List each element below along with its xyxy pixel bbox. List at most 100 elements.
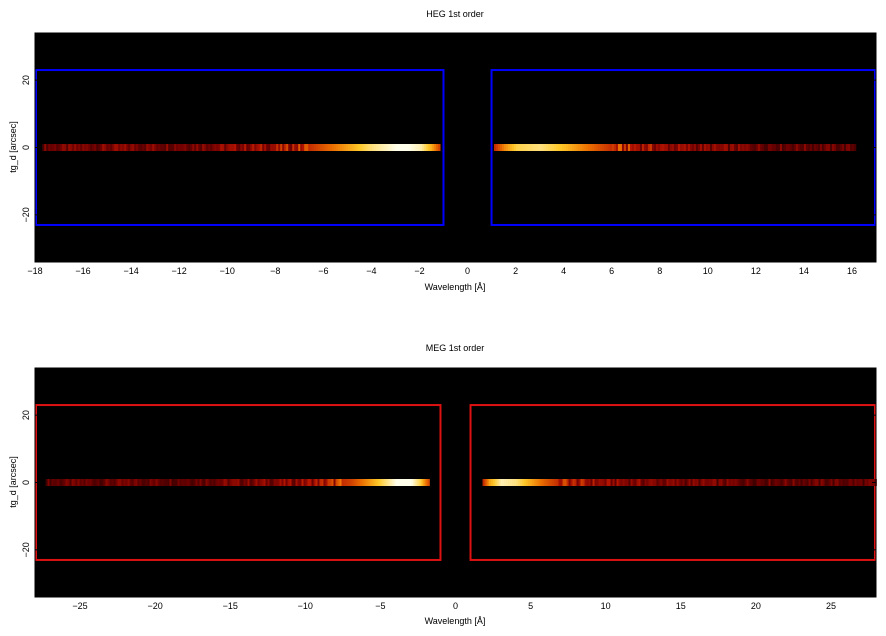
meg-trace-pixel xyxy=(57,479,60,486)
heg-trace-pixel xyxy=(92,144,95,151)
heg-trace-pixel xyxy=(723,144,727,151)
meg-trace-pixel xyxy=(518,479,521,486)
heg-trace-pixel xyxy=(631,144,635,151)
heg-trace-pixel xyxy=(364,144,367,151)
heg-x-tick-label: −12 xyxy=(172,266,187,276)
meg-trace-pixel xyxy=(189,479,192,486)
meg-trace-pixel xyxy=(399,479,402,486)
meg-trace-pixel xyxy=(852,479,855,486)
meg-trace-pixel xyxy=(231,479,234,486)
heg-trace-pixel xyxy=(234,144,237,151)
heg-trace-pixel xyxy=(370,144,373,151)
meg-trace-pixel xyxy=(482,479,485,486)
heg-trace-pixel xyxy=(180,144,183,151)
meg-trace-pixel xyxy=(600,479,603,486)
meg-trace-pixel xyxy=(824,479,827,486)
meg-trace-pixel xyxy=(143,479,146,486)
meg-trace-pixel xyxy=(618,479,621,486)
meg-trace-pixel xyxy=(393,479,396,486)
heg-trace-pixel xyxy=(62,144,65,151)
meg-y-tick-label: −20 xyxy=(21,542,31,557)
meg-trace-pixel xyxy=(101,479,104,486)
meg-trace-pixel xyxy=(339,479,342,486)
meg-trace-pixel xyxy=(243,479,246,486)
meg-trace-pixel xyxy=(616,479,619,486)
heg-y-tick-label: 0 xyxy=(21,145,31,150)
meg-trace-pixel xyxy=(596,479,599,486)
heg-trace-pixel xyxy=(767,144,771,151)
heg-trace-pixel xyxy=(563,144,567,151)
meg-trace-pixel xyxy=(391,479,394,486)
meg-x-tick-label: −25 xyxy=(72,601,87,611)
meg-y-axis-label: tg_d [arcsec] xyxy=(8,456,18,508)
meg-trace-pixel xyxy=(746,479,749,486)
heg-trace-pixel xyxy=(791,144,795,151)
heg-trace-pixel xyxy=(621,144,625,151)
heg-y-tick-label: 20 xyxy=(21,75,31,85)
heg-trace-pixel xyxy=(721,144,725,151)
heg-trace-pixel xyxy=(697,144,701,151)
heg-y-ticks: −20 0 20 xyxy=(21,75,876,222)
heg-trace-pixel xyxy=(761,144,765,151)
meg-trace-pixel xyxy=(409,479,412,486)
meg-trace-pixel xyxy=(155,479,158,486)
meg-trace-pixel xyxy=(47,479,50,486)
meg-trace-pixel xyxy=(267,479,270,486)
meg-trace-pixel xyxy=(508,479,511,486)
meg-trace-pixel xyxy=(427,479,430,486)
heg-trace-pixel xyxy=(671,144,675,151)
meg-trace-pixel xyxy=(500,479,503,486)
meg-trace-pixel xyxy=(293,479,296,486)
meg-trace-pixel xyxy=(676,479,679,486)
heg-trace-pixel xyxy=(434,144,437,151)
heg-trace-pixel xyxy=(102,144,105,151)
heg-trace-pixel xyxy=(248,144,251,151)
meg-trace-pixel xyxy=(752,479,755,486)
meg-trace-pixel xyxy=(111,479,114,486)
meg-trace-pixel xyxy=(576,479,579,486)
meg-trace-pixel xyxy=(650,479,653,486)
heg-trace-pixel xyxy=(120,144,123,151)
heg-trace-pixel xyxy=(535,144,539,151)
heg-trace-pixel xyxy=(112,144,115,151)
heg-trace-pixel xyxy=(382,144,385,151)
meg-trace-pixel xyxy=(808,479,811,486)
meg-trace-pixel xyxy=(181,479,184,486)
meg-trace-pixel xyxy=(219,479,222,486)
meg-trace-pixel xyxy=(407,479,410,486)
meg-trace-pixel xyxy=(151,479,154,486)
heg-trace-pixel xyxy=(739,144,743,151)
heg-trace-pixel xyxy=(148,144,151,151)
heg-trace-pixel xyxy=(252,144,255,151)
heg-trace-pixel xyxy=(422,144,425,151)
heg-trace-pixel xyxy=(509,144,513,151)
meg-trace-pixel xyxy=(540,479,543,486)
meg-trace-pixel xyxy=(321,479,324,486)
meg-trace-pixel xyxy=(49,479,52,486)
heg-trace-pixel xyxy=(673,144,677,151)
meg-trace-pixel xyxy=(788,479,791,486)
meg-trace-pixel xyxy=(347,479,350,486)
meg-trace-pixel xyxy=(419,479,422,486)
heg-x-tick-label: 0 xyxy=(465,266,470,276)
meg-trace-pixel xyxy=(498,479,501,486)
meg-trace-pixel xyxy=(317,479,320,486)
meg-trace-pixel xyxy=(602,479,605,486)
meg-trace-pixel xyxy=(776,479,779,486)
heg-trace-pixel xyxy=(519,144,523,151)
meg-trace-pixel xyxy=(235,479,238,486)
meg-trace-pixel xyxy=(413,479,416,486)
heg-trace-pixel xyxy=(549,144,553,151)
meg-trace-pixel xyxy=(684,479,687,486)
meg-trace-pixel xyxy=(77,479,80,486)
heg-trace-pixel xyxy=(336,144,339,151)
heg-trace-pixel xyxy=(493,144,497,151)
meg-trace-pixel xyxy=(664,479,667,486)
meg-trace-pixel xyxy=(259,479,262,486)
heg-trace-pixel xyxy=(322,144,325,151)
meg-trace-pixel xyxy=(239,479,242,486)
heg-trace-pixel xyxy=(118,144,121,151)
meg-trace-pixel xyxy=(105,479,108,486)
heg-trace-pixel xyxy=(42,144,45,151)
heg-trace-pixel xyxy=(214,144,217,151)
